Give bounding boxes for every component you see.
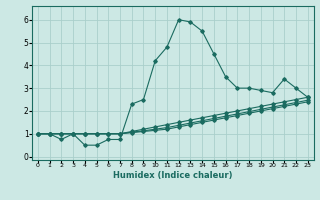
X-axis label: Humidex (Indice chaleur): Humidex (Indice chaleur) (113, 171, 233, 180)
